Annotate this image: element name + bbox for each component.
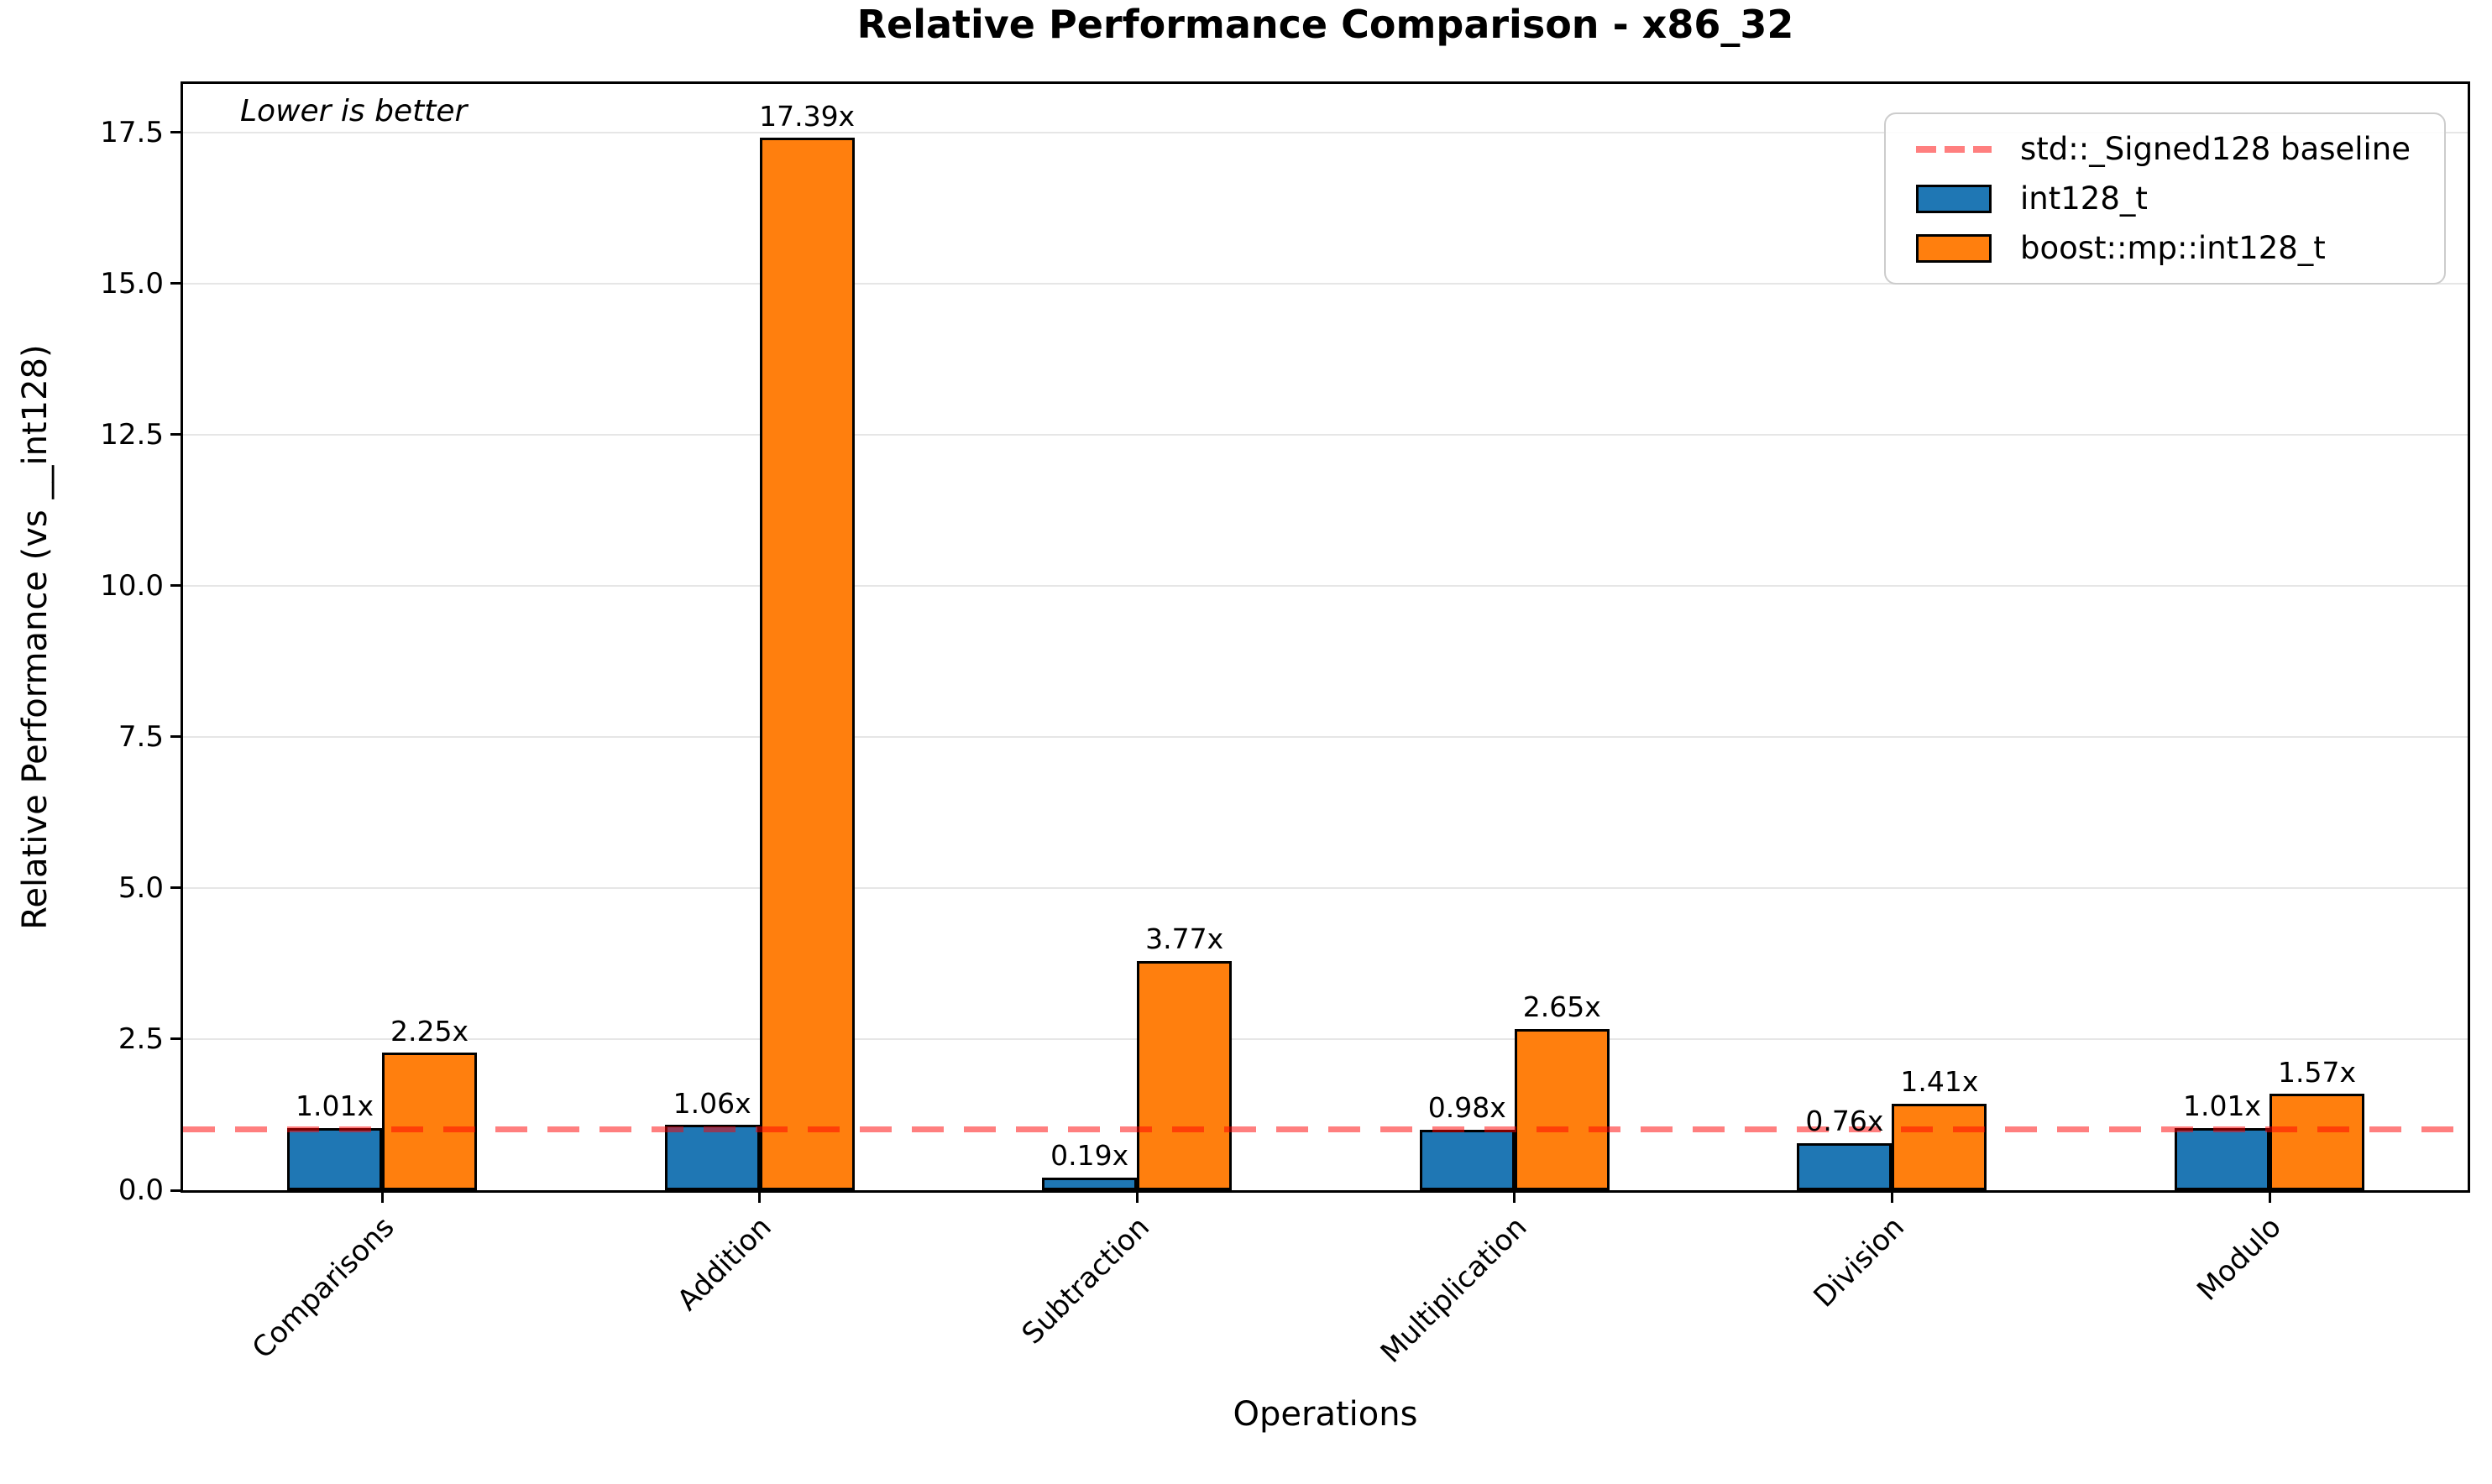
bar-boost::mp::int128_t-Subtraction [1137,960,1233,1190]
bar-boost::mp::int128_t-Modulo [2270,1094,2364,1190]
bar-int128_t-Modulo [2175,1127,2270,1190]
bar-value-label: 0.19x [1050,1139,1129,1173]
legend-color-swatch [1916,184,1992,213]
bar-int128_t-Multiplication [1419,1129,1515,1190]
y-tick-label: 7.5 [118,719,164,754]
gridline [183,282,2468,285]
bar-boost::mp::int128_t-Division [1892,1103,1987,1190]
bar-int128_t-Division [1797,1142,1893,1190]
legend-color-swatch [1916,233,1992,263]
y-tick-label: 17.5 [100,115,164,149]
bar-int128_t-Addition [664,1125,760,1190]
legend-entry-int128_t: int128_t [1916,180,2444,217]
y-tick-mark [170,282,181,285]
y-tick-label: 12.5 [100,417,164,452]
bar-value-label: 0.98x [1427,1091,1506,1125]
bar-value-label: 1.41x [1900,1065,1979,1099]
bar-value-label: 2.65x [1522,990,1601,1024]
gridline [183,131,2468,133]
y-tick-label: 0.0 [118,1173,164,1207]
y-tick-mark [170,1037,181,1041]
x-tick-mark [2268,1193,2271,1203]
bar-value-label: 0.76x [1805,1105,1884,1138]
lower-is-better-note: Lower is better [240,94,468,128]
x-tick-label: Subtraction [1015,1210,1156,1351]
legend-label: std::_Signed128 baseline [2020,131,2411,167]
legend-dashed-line-sample [1916,145,1992,153]
gridline [183,1037,2468,1040]
x-tick-mark [1135,1193,1139,1203]
x-tick-mark [1513,1193,1516,1203]
bar-value-label: 1.57x [2277,1055,2357,1089]
chart-title: Relative Performance Comparison - x86_32 [856,2,1794,47]
bar-boost::mp::int128_t-Comparisons [382,1053,477,1190]
baseline-line [183,1126,2468,1133]
bar-value-label: 1.01x [2182,1089,2262,1123]
x-tick-label: Addition [671,1210,778,1318]
y-tick-mark [170,886,181,890]
bar-boost::mp::int128_t-Multiplication [1514,1028,1610,1190]
x-axis-label: Operations [1233,1395,1418,1434]
bar-value-label: 17.39x [759,99,856,133]
y-tick-label: 10.0 [100,568,164,603]
gridline [183,886,2468,889]
y-tick-mark [170,131,181,134]
legend-entry-baseline: std::_Signed128 baseline [1916,131,2444,167]
y-tick-label: 15.0 [100,266,164,300]
x-tick-mark [380,1193,384,1203]
bar-value-label: 3.77x [1145,922,1224,956]
y-tick-mark [170,433,181,436]
legend-entry-boost::mp::int128_t: boost::mp::int128_t [1916,230,2444,266]
legend-label: boost::mp::int128_t [2020,230,2326,266]
y-tick-mark [170,735,181,739]
bar-boost::mp::int128_t-Addition [759,138,855,1190]
bar-value-label: 1.06x [673,1086,751,1120]
x-tick-label: Comparisons [245,1210,401,1366]
y-tick-label: 5.0 [118,870,164,905]
bar-value-label: 1.01x [295,1089,374,1123]
x-tick-label: Division [1807,1210,1911,1314]
bar-int128_t-Subtraction [1042,1177,1138,1190]
x-tick-label: Modulo [2191,1210,2289,1308]
gridline [183,433,2468,436]
x-tick-mark [1890,1193,1893,1203]
legend-label: int128_t [2020,180,2148,217]
gridline [183,735,2468,738]
bar-value-label: 2.25x [390,1014,469,1048]
gridline [183,584,2468,587]
x-tick-label: Multiplication [1374,1210,1534,1370]
bar-int128_t-Comparisons [287,1127,382,1190]
y-tick-label: 2.5 [118,1022,164,1056]
y-axis-label: Relative Performance (vs __int128) [16,344,55,930]
x-tick-mark [758,1193,762,1203]
y-tick-mark [170,584,181,588]
y-tick-mark [170,1189,181,1192]
